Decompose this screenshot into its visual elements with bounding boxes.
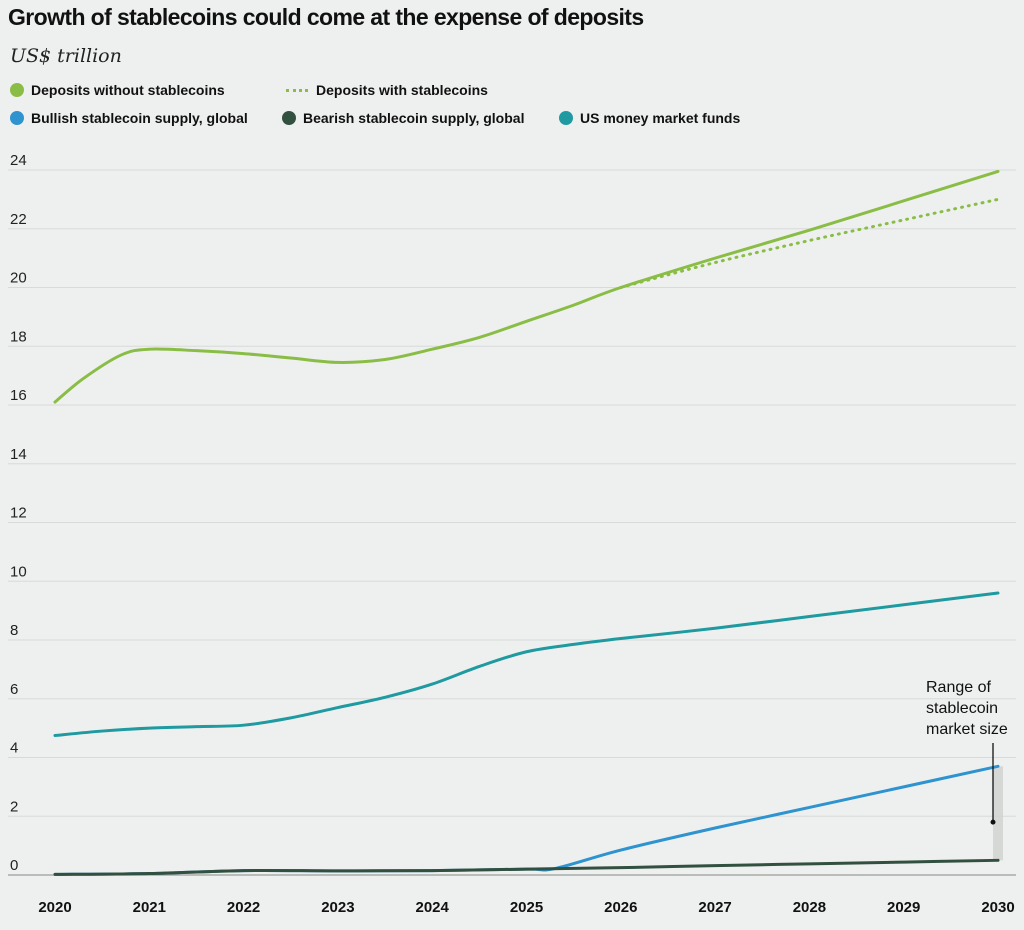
y-tick-label: 16 [10,387,27,404]
x-tick-label: 2020 [38,899,71,916]
y-tick-label: 20 [10,270,27,287]
range-band [993,766,1003,861]
x-tick-label: 2022 [227,899,260,916]
y-tick-label: 0 [10,857,18,874]
x-tick-label: 2026 [604,899,637,916]
x-tick-label: 2025 [510,899,543,916]
legend-dotted-line-icon [286,88,308,92]
legend-label: Deposits without stablecoins [31,82,225,98]
y-tick-label: 22 [10,211,27,228]
y-tick-label: 8 [10,622,18,639]
y-tick-label: 10 [10,563,27,580]
annotation-marker [990,819,996,825]
x-tick-label: 2024 [416,899,450,916]
y-tick-label: 6 [10,681,18,698]
legend-dot-icon [282,111,296,125]
x-tick-label: 2021 [133,899,166,916]
legend-label: US money market funds [580,110,741,126]
series-line-bullish [53,764,1000,876]
y-tick-label: 2 [10,798,18,815]
y-tick-label: 14 [10,446,27,463]
legend-item-deposits-with: Deposits with stablecoins [286,82,488,98]
chart-subtitle: US$ trillion [10,45,122,67]
x-tick-label: 2023 [321,899,354,916]
legend-label: Bearish stablecoin supply, global [303,110,525,126]
legend-item-mmf: US money market funds [559,110,740,126]
x-tick-label: 2028 [793,899,826,916]
series-line-deposits-with [619,197,1000,289]
x-tick-label: 2027 [698,899,731,916]
legend-dot-icon [10,111,24,125]
y-tick-label: 24 [10,152,27,169]
legend-item-bullish: Bullish stablecoin supply, global [10,110,248,126]
chart-title: Growth of stablecoins could come at the … [8,4,644,30]
legend-dot-icon [10,83,24,97]
legend-label: Bullish stablecoin supply, global [31,110,248,126]
y-tick-label: 18 [10,328,27,345]
series-line-mmf [53,591,1000,737]
legend-item-bearish: Bearish stablecoin supply, global [282,110,524,126]
annotation-text: stablecoin [926,700,998,717]
annotation-text: Range of [926,679,991,696]
series-line-bearish [53,858,1000,876]
y-tick-label: 12 [10,505,27,522]
legend-item-deposits-without: Deposits without stablecoins [10,82,225,98]
legend-dot-icon [559,111,573,125]
y-tick-label: 4 [10,740,18,757]
x-tick-label: 2030 [981,899,1014,916]
series-line-deposits-without [53,169,1000,404]
x-tick-label: 2029 [887,899,920,916]
annotation-text: market size [926,721,1008,738]
legend-label: Deposits with stablecoins [316,82,488,98]
